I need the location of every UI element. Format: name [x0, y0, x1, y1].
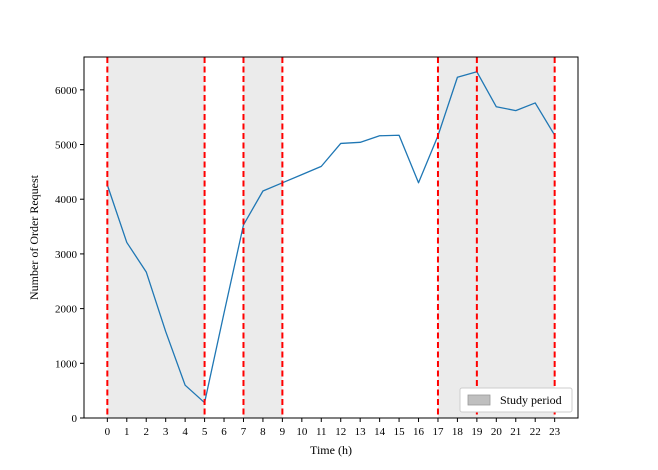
x-tick-label-16: 16 — [413, 426, 425, 438]
x-tick-label-15: 15 — [394, 426, 406, 438]
study-period-band-2 — [437, 57, 555, 418]
y-tick-label-5000: 5000 — [55, 140, 78, 152]
legend-label: Study period — [500, 393, 562, 407]
legend-box — [459, 387, 573, 413]
y-tick-label-6000: 6000 — [55, 85, 78, 97]
y-tick-label-0: 0 — [72, 413, 78, 425]
x-tick-label-2: 2 — [143, 426, 149, 438]
x-tick-label-11: 11 — [316, 426, 327, 438]
y-tick-label-1000: 1000 — [55, 358, 78, 370]
x-tick-label-4: 4 — [182, 426, 188, 438]
y-tick-label-4000: 4000 — [55, 194, 78, 206]
x-tick-label-20: 20 — [491, 426, 503, 438]
y-axis-ticks: 0 1000 2000 3000 4000 5000 6000 — [55, 85, 84, 425]
series-layer — [106, 71, 556, 404]
x-tick-label-19: 19 — [471, 426, 483, 438]
x-tick-label-6: 6 — [221, 426, 227, 438]
x-tick-label-14: 14 — [374, 426, 386, 438]
vertical-lines — [106, 57, 556, 418]
x-axis-ticks: 0 1 2 3 4 5 6 7 8 9 10 11 12 13 14 15 16 17 18 19 20 21 22 23 — [105, 418, 561, 438]
study-period-band-0 — [107, 57, 205, 418]
x-tick-label-21: 21 — [510, 426, 521, 438]
x-tick-label-8: 8 — [260, 426, 266, 438]
y-tick-label-3000: 3000 — [55, 249, 78, 261]
x-tick-label-22: 22 — [530, 426, 541, 438]
x-tick-label-1: 1 — [124, 426, 130, 438]
x-tick-label-5: 5 — [202, 426, 208, 438]
x-tick-label-7: 7 — [241, 426, 247, 438]
x-tick-label-0: 0 — [105, 426, 111, 438]
x-tick-label-10: 10 — [296, 426, 308, 438]
plot-frame — [83, 56, 579, 419]
x-tick-label-12: 12 — [335, 426, 346, 438]
study-period-band-1 — [243, 57, 283, 418]
x-tick-label-18: 18 — [452, 426, 464, 438]
y-tick-label-2000: 2000 — [55, 304, 78, 316]
series-line-0 — [106, 71, 556, 404]
x-tick-label-3: 3 — [163, 426, 169, 438]
study-period-shading — [107, 57, 555, 418]
x-tick-label-17: 17 — [432, 426, 444, 438]
x-tick-label-9: 9 — [280, 426, 286, 438]
legend-swatch — [467, 394, 491, 406]
y-axis-label: Number of Order Request — [27, 174, 41, 300]
x-axis-label: Time (h) — [310, 443, 352, 457]
x-tick-label-13: 13 — [355, 426, 367, 438]
x-tick-label-23: 23 — [549, 426, 561, 438]
legend: Study period — [459, 387, 573, 413]
